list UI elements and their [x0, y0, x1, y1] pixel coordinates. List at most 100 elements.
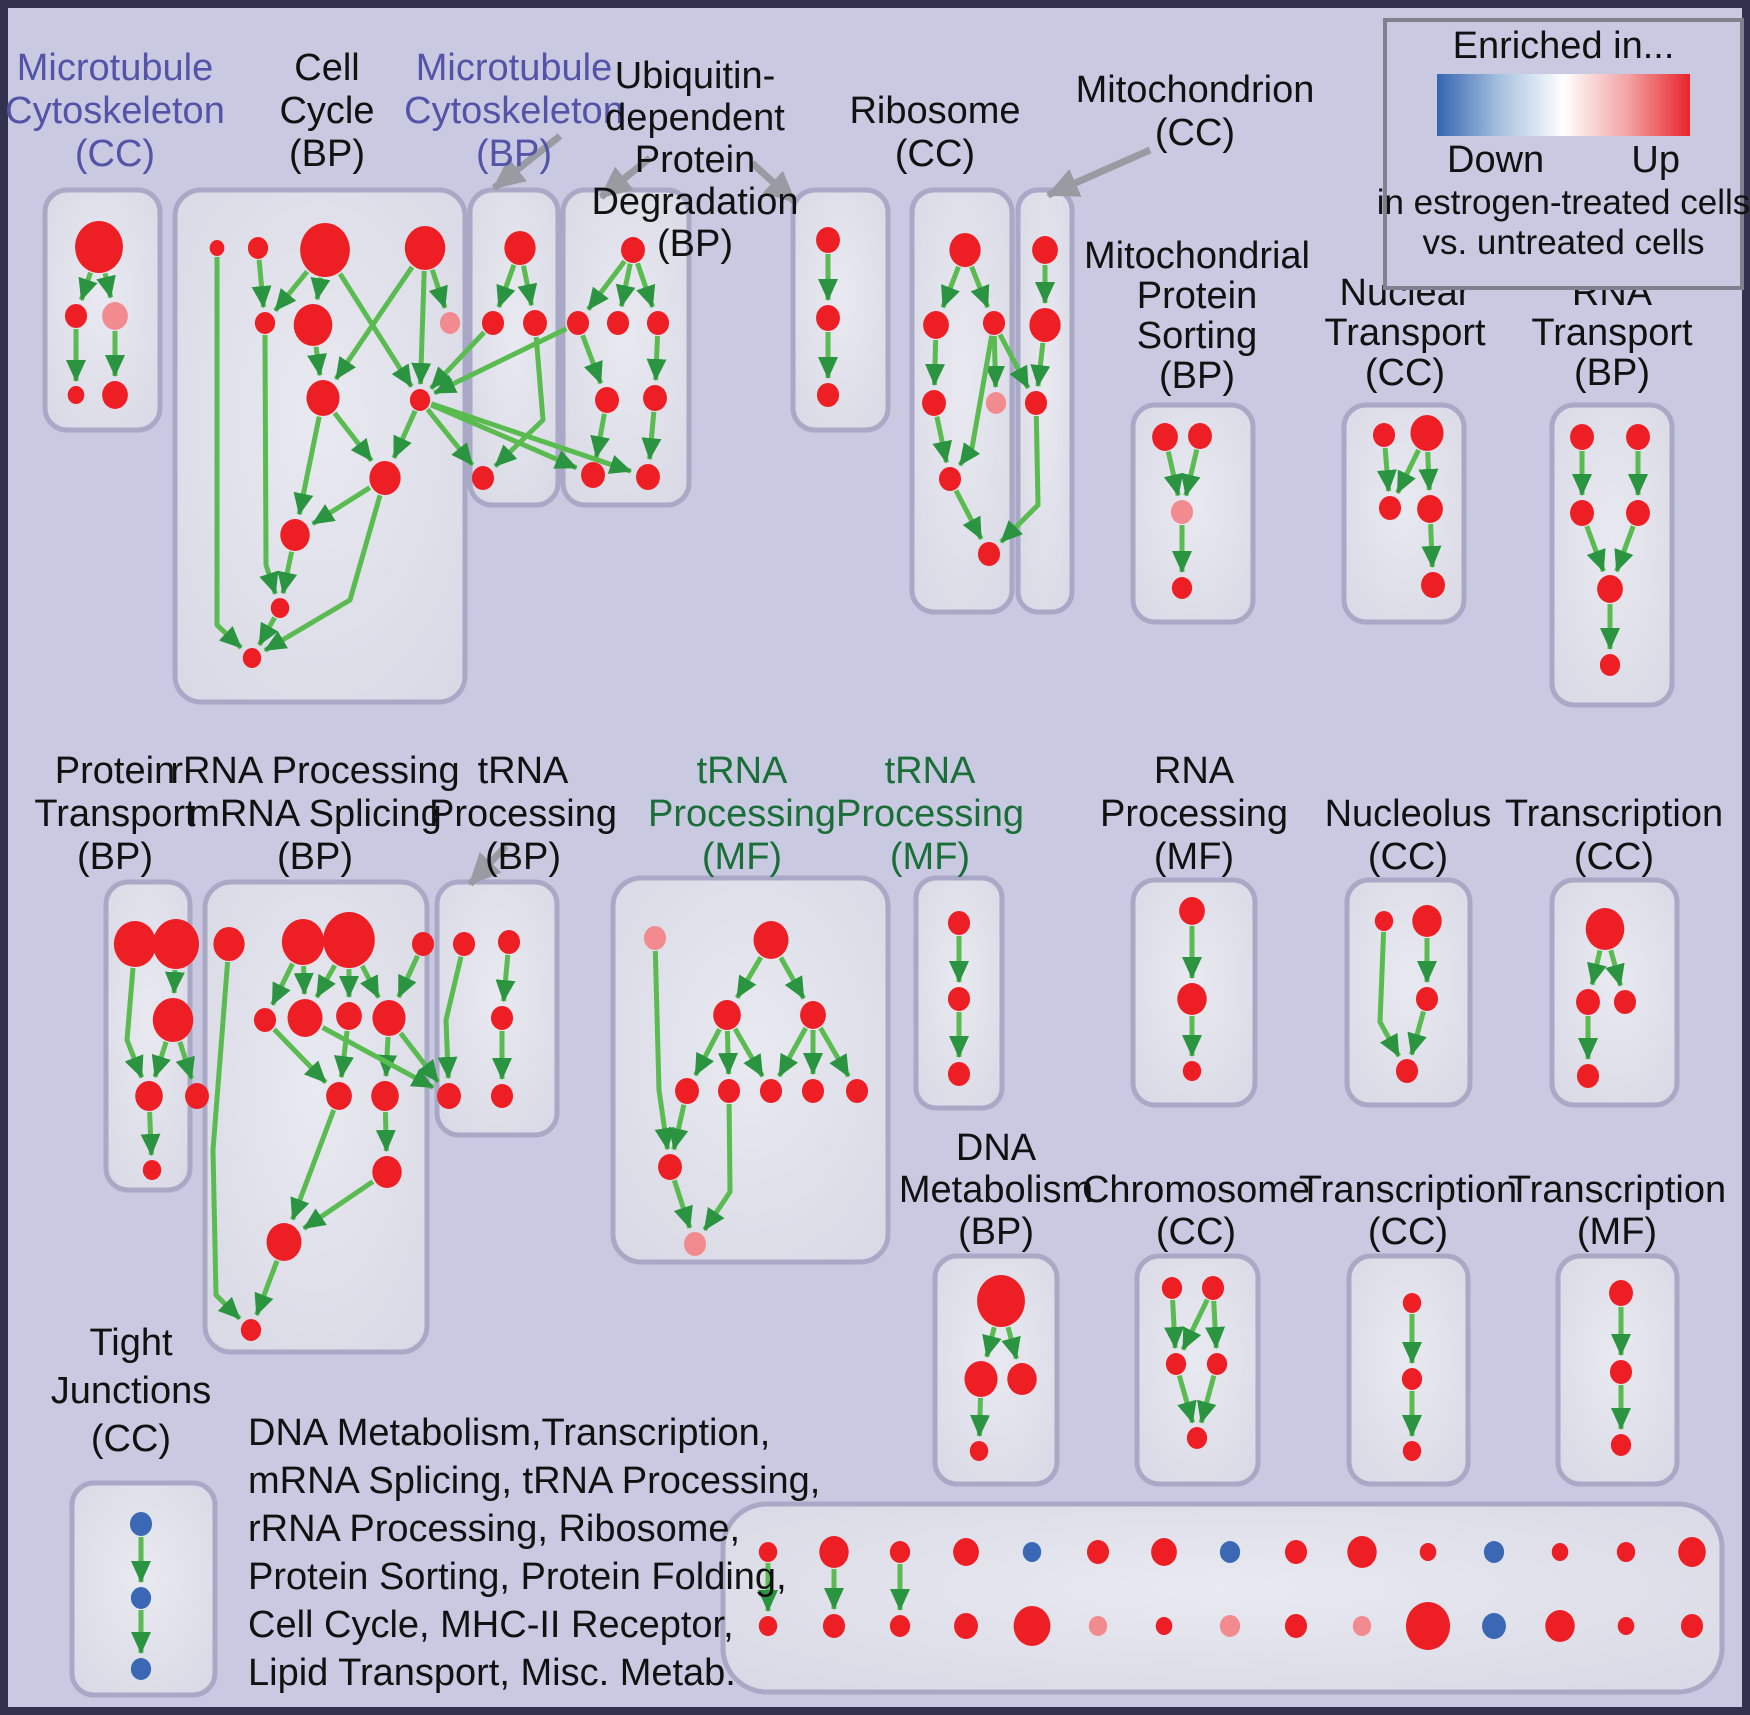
- lbl-microtubule-cc-line-1: Microtubule: [17, 47, 213, 89]
- lbl-transcription-mf-line-1: Transcription: [1508, 1169, 1726, 1211]
- node-rg: [336, 1002, 362, 1030]
- node-fe: [675, 1078, 699, 1104]
- node-m3: [523, 310, 547, 336]
- edge-lb-ld: [1205, 1300, 1226, 1349]
- cluster-labels: MicrotubuleCytoskeleton(CC)CellCycle(BP)…: [5, 47, 1726, 1460]
- edge-n1-n2: [78, 271, 98, 301]
- node-ha: [1179, 897, 1205, 925]
- lbl-mito-sorting-line-1: Mitochondrial: [1084, 235, 1310, 277]
- node-pt5: [185, 1083, 209, 1109]
- node-o1: [1032, 236, 1058, 264]
- lbl-ubiquitin-line-3: Protein: [635, 139, 755, 181]
- edge-q4-q5: [1421, 523, 1442, 568]
- g-nucleolus: [1344, 877, 1473, 1108]
- node-q5: [1421, 572, 1445, 598]
- edge-rj-rk: [375, 1111, 396, 1152]
- node-fj: [658, 1154, 682, 1180]
- node-n3: [102, 302, 128, 330]
- edge-ri-rl: [290, 1109, 337, 1221]
- edge-c4-c7: [428, 269, 448, 309]
- lbl-mito-sorting-line-3: Sorting: [1137, 315, 1257, 357]
- lbl-rrna-line-3: (BP): [277, 836, 353, 878]
- lbl-chromosome-line-2: (CC): [1156, 1211, 1236, 1253]
- edge-ia-id: [1377, 931, 1401, 1058]
- lbl-microtubule-bp-line-1: Microtubule: [416, 47, 612, 89]
- node-fa: [643, 926, 667, 950]
- legend-down-label: Down: [1447, 139, 1544, 181]
- legend-caption-line-2: vs. untreated cells: [1422, 223, 1704, 262]
- node-p4: [1171, 577, 1193, 599]
- g-nuclear-transport: [1341, 402, 1467, 625]
- edge-c3-c5: [273, 270, 310, 313]
- edge-ka-kb: [982, 1326, 1002, 1358]
- edge-fc-ff: [718, 1030, 739, 1075]
- label-pointer-arrow-5: [467, 843, 509, 887]
- lbl-protein-transport-line-2: Transport: [34, 793, 196, 835]
- node-n5: [102, 381, 128, 409]
- node-s6: [1599, 654, 1621, 676]
- label-pointer-arrow-3: [749, 160, 798, 205]
- lbl-protein-transport-line-1: Protein: [55, 750, 175, 792]
- lbl-nucleolus-line-1: Nucleolus: [1325, 793, 1492, 835]
- lbl-rna-processing-line-2: Processing: [1100, 793, 1288, 835]
- edge-u1-u4: [635, 262, 656, 308]
- edge-rk-rl: [302, 1179, 375, 1231]
- g-dna-metabolism: [932, 1253, 1060, 1487]
- node-pt1: [113, 921, 157, 967]
- edge-rc-rf: [314, 964, 337, 999]
- node-u8: [636, 464, 660, 490]
- node-c3: [300, 223, 350, 277]
- lbl-trna-mf-2-line-3: (MF): [890, 836, 970, 878]
- nodes: [64, 221, 1706, 1680]
- lbl-trna-mf-2-line-2: Processing: [836, 793, 1024, 835]
- edge-r6-r7: [953, 489, 984, 541]
- edge-ka-kc: [1001, 1326, 1021, 1360]
- lbl-microtubule-cc-line-2: Cytoskeleton: [5, 90, 225, 132]
- edge-p1-p3: [1163, 451, 1184, 497]
- node-nc: [1610, 1434, 1632, 1456]
- edge-ja-jb: [1587, 949, 1607, 986]
- node-o3: [1024, 391, 1048, 415]
- edge-fb-fd: [778, 956, 806, 1000]
- lbl-transcription-cc-2-line-2: (CC): [1368, 1211, 1448, 1253]
- lbl-cell-cycle-line-3: (BP): [289, 133, 365, 175]
- node-s3: [1570, 500, 1594, 526]
- node-rb: [281, 919, 325, 965]
- node-fd: [800, 1001, 826, 1029]
- node-c9: [409, 389, 431, 411]
- edge-o2-o3: [1030, 342, 1051, 388]
- edge-fb-fc: [734, 956, 764, 999]
- edge-q2-q3: [1395, 448, 1421, 494]
- edge-c9-m4: [425, 407, 475, 467]
- node-ld: [1206, 1353, 1228, 1375]
- node-z4: [954, 1613, 978, 1639]
- node-q2: [1410, 415, 1444, 451]
- node-v2: [816, 305, 840, 331]
- edge-u1-u3: [615, 263, 636, 308]
- node-s5: [1597, 575, 1623, 603]
- lbl-tight-junctions-line-2: Junctions: [51, 1370, 212, 1412]
- node-p3: [1170, 500, 1194, 524]
- legend-title: Enriched in...: [1453, 25, 1675, 67]
- node-kb: [964, 1361, 998, 1397]
- lbl-mitochondrion-line-2: (CC): [1155, 112, 1235, 154]
- lbl-trna-mf-2-line-1: tRNA: [885, 750, 976, 792]
- node-tj3: [130, 1658, 152, 1680]
- node-hb: [1177, 983, 1207, 1015]
- lbl-rna-processing-line-1: RNA: [1154, 750, 1235, 792]
- edge-u2-c9: [433, 326, 568, 396]
- edge-la-lc: [1164, 1299, 1185, 1349]
- node-s1: [1570, 424, 1594, 450]
- node-s2: [1626, 424, 1650, 450]
- node-fg: [759, 1079, 783, 1103]
- edge-re-ri: [272, 1027, 328, 1085]
- node-ga: [947, 911, 971, 935]
- lbl-rna-transport-line-3: (BP): [1574, 352, 1650, 394]
- lbl-rrna-line-2: mRNA Splicing: [188, 793, 441, 835]
- node-w6: [1086, 1540, 1110, 1564]
- node-w4: [953, 1538, 979, 1566]
- label-pointer-arrow-1: [491, 133, 563, 191]
- lbl-ubiquitin-line-2: dependent: [605, 97, 785, 139]
- node-le: [1186, 1427, 1208, 1449]
